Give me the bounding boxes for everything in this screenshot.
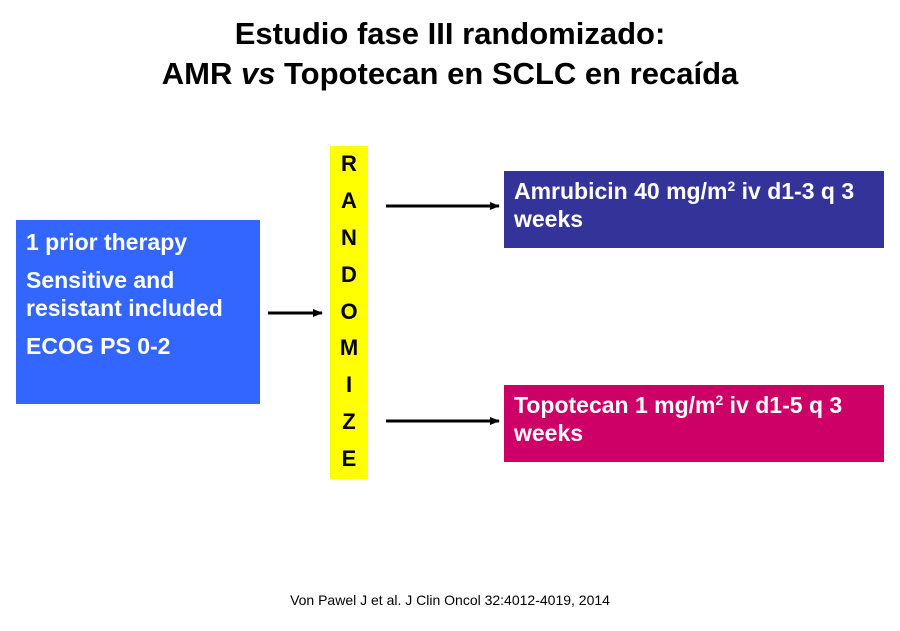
arm-amrubicin-dose: Amrubicin 40 mg/m [514, 178, 728, 204]
eligibility-box: 1 prior therapy Sensitive and resistant … [16, 220, 260, 404]
title-line-2: AMR vs Topotecan en SCLC en recaída [0, 54, 900, 94]
randomize-letter: D [341, 261, 357, 287]
slide-title: Estudio fase III randomizado: AMR vs Top… [0, 14, 900, 94]
eligibility-item: ECOG PS 0-2 [26, 333, 171, 359]
arm-amrubicin-schedule: iv d1-3 q 3 weeks [514, 178, 855, 232]
title-line-1: Estudio fase III randomizado: [234, 16, 666, 51]
title-vs: vs [240, 56, 276, 91]
title-line-2-end: Topotecan en SCLC en recaída [275, 56, 739, 91]
eligibility-item: 1 prior therapy [26, 229, 188, 255]
randomize-letter: I [345, 372, 353, 398]
arm-topotecan-superscript: 2 [715, 392, 724, 408]
randomize-letter: A [341, 187, 357, 213]
title-line-2-start: AMR [161, 56, 241, 91]
randomize-letter: E [341, 446, 357, 471]
arm-topotecan-box: Topotecan 1 mg/m2 iv d1-5 q 3 weeks [504, 385, 884, 462]
randomize-letter: R [341, 151, 357, 176]
citation: Von Pawel J et al. J Clin Oncol 32:4012-… [290, 592, 610, 608]
arm-topotecan-schedule: iv d1-5 q 3 weeks [514, 392, 843, 446]
randomize-bar: R A N D O M I Z E [330, 146, 368, 479]
randomize-letter: O [340, 298, 358, 324]
arm-amrubicin-box: Amrubicin 40 mg/m2 iv d1-3 q 3 weeks [504, 171, 884, 248]
randomize-letter: M [339, 335, 359, 361]
randomize-letter: N [341, 224, 357, 250]
eligibility-item: Sensitive and resistant included [26, 267, 223, 321]
arm-amrubicin-superscript: 2 [727, 178, 736, 194]
randomize-letter: Z [342, 409, 356, 435]
arm-topotecan-dose: Topotecan 1 mg/m [514, 392, 716, 418]
